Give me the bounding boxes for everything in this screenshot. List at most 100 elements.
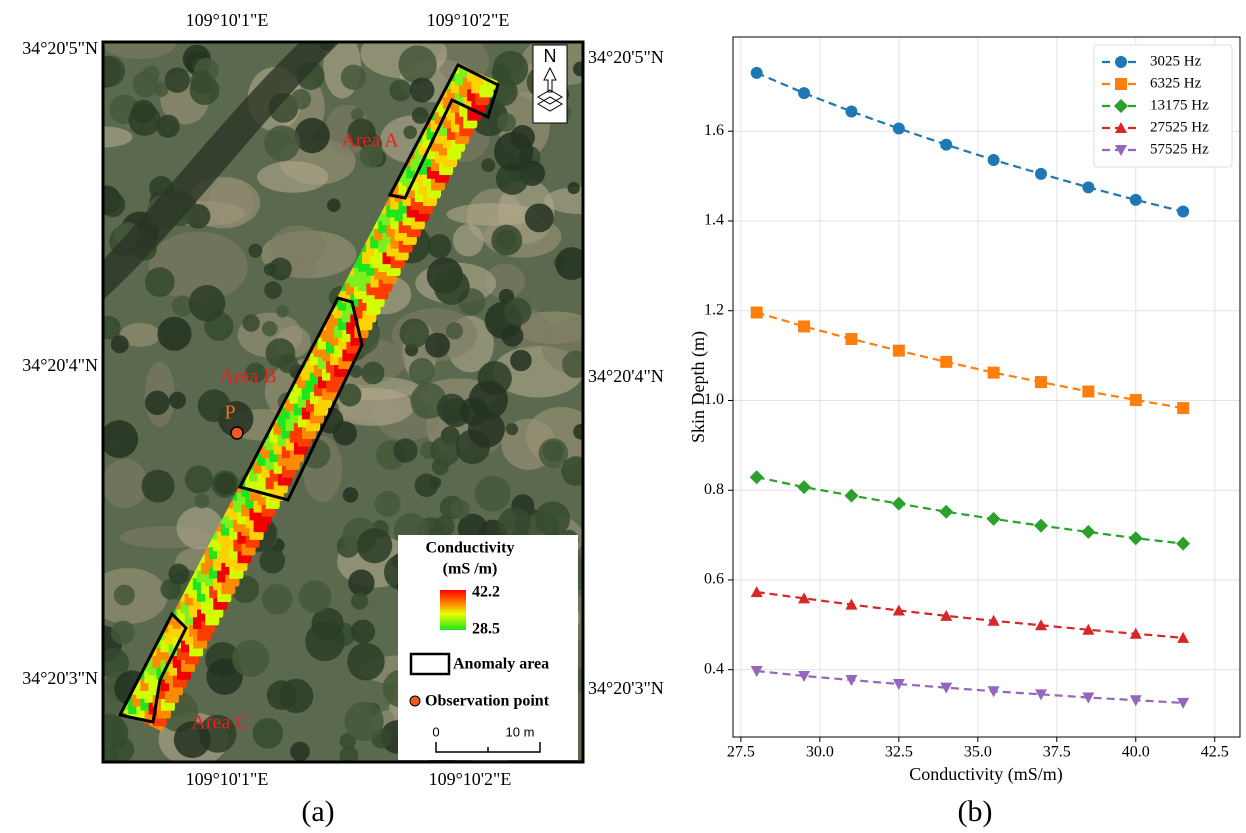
tree	[276, 304, 290, 318]
tree	[398, 45, 437, 84]
legend-label: 3025 Hz	[1150, 53, 1202, 69]
river	[103, 42, 340, 300]
series-line	[756, 476, 1184, 545]
tree	[248, 243, 263, 258]
tree	[393, 438, 418, 463]
area-label: Area A	[341, 130, 399, 152]
legend-observation: Observation point	[425, 693, 550, 710]
tree	[145, 390, 170, 416]
legend-anomaly: Anomaly area	[453, 656, 549, 673]
ground-patch	[103, 459, 148, 509]
tree	[497, 113, 516, 132]
y-tick-label: 1.4	[704, 212, 724, 229]
tree	[427, 234, 452, 259]
tree	[103, 648, 129, 679]
marker	[1115, 56, 1127, 68]
observation-swatch	[409, 695, 421, 707]
x-tick-label: 37.5	[1043, 744, 1071, 761]
ground-patch	[484, 263, 526, 299]
tree	[408, 357, 435, 384]
lon-label: 109°10'2"E	[427, 10, 510, 30]
x-tick-label: 32.5	[885, 744, 913, 761]
tree	[411, 107, 429, 124]
marker	[1129, 193, 1142, 206]
marker	[1034, 167, 1047, 180]
marker	[1177, 697, 1190, 709]
lat-label: 34°20'4"N	[22, 355, 98, 375]
tree	[433, 515, 455, 538]
tree	[510, 349, 532, 372]
anomaly-outline	[387, 62, 500, 200]
legend-label: 27525 Hz	[1150, 119, 1209, 135]
marker	[845, 598, 858, 610]
marker	[750, 586, 763, 598]
tree	[359, 144, 384, 168]
tree	[399, 318, 430, 349]
tree	[562, 350, 583, 379]
strip-cell	[148, 722, 163, 732]
tree	[374, 490, 401, 517]
marker	[1114, 99, 1128, 113]
tree	[573, 61, 583, 77]
tree	[389, 79, 412, 102]
legend-label: 6325 Hz	[1150, 75, 1202, 91]
marker	[939, 504, 954, 519]
tree	[538, 438, 569, 468]
marker	[987, 366, 1000, 379]
observation-point	[230, 426, 244, 440]
tree	[103, 420, 139, 459]
tree	[573, 423, 583, 440]
x-tick-label: 35.0	[964, 744, 992, 761]
map-frame	[101, 40, 585, 764]
marker	[1081, 524, 1096, 539]
tree	[131, 99, 156, 124]
y-tick-label: 1.6	[704, 122, 724, 139]
tree	[347, 118, 376, 147]
tree	[103, 192, 126, 218]
tree	[504, 297, 532, 326]
tree	[168, 563, 190, 585]
color-bar	[440, 590, 466, 630]
tree	[261, 584, 293, 615]
marker	[1082, 385, 1095, 398]
marker	[891, 496, 906, 511]
tree	[113, 584, 135, 606]
north-label: N	[544, 46, 557, 66]
tree	[171, 295, 194, 317]
marker	[1034, 619, 1047, 631]
marker	[1033, 518, 1048, 533]
marker	[798, 670, 811, 682]
marker	[892, 344, 905, 357]
marker	[1115, 145, 1127, 156]
tree	[294, 117, 330, 154]
marker	[1082, 181, 1095, 194]
marker	[1034, 689, 1047, 701]
tree	[264, 281, 282, 299]
ground-patch	[103, 126, 133, 148]
marker	[1177, 205, 1190, 218]
marker	[749, 470, 764, 485]
marker	[1034, 376, 1047, 389]
tree	[156, 114, 180, 138]
marker	[940, 682, 953, 694]
marker	[797, 480, 812, 495]
anomaly-outline	[117, 611, 188, 724]
ground-patch	[544, 186, 583, 215]
tree	[561, 456, 583, 486]
tree	[414, 473, 439, 498]
y-tick-label: 0.4	[704, 660, 724, 677]
tree	[467, 410, 505, 448]
tree	[349, 364, 363, 378]
tree	[361, 361, 385, 385]
marker	[750, 666, 763, 678]
series-line	[756, 590, 1184, 639]
legend-max: 42.2	[472, 584, 500, 601]
legend-unit: (mS /m)	[443, 561, 498, 578]
lon-label: 109°10'1"E	[186, 769, 269, 789]
tree	[340, 64, 367, 91]
marker	[798, 87, 811, 100]
area-label: Area C	[191, 712, 248, 734]
area-label: Area B	[219, 366, 276, 388]
lat-label: 34°20'3"N	[588, 678, 664, 698]
